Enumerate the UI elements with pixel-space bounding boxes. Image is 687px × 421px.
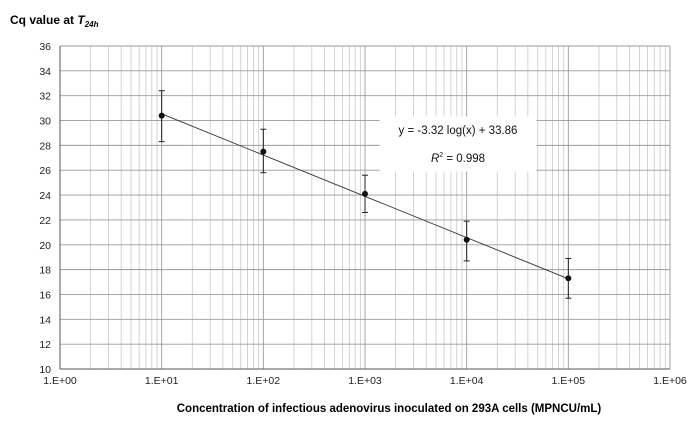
y-tick-label: 14 (39, 314, 51, 326)
data-point (565, 275, 572, 282)
y-axis-title: Cq value at T24h (10, 13, 99, 29)
data-point (260, 148, 267, 155)
y-tick-label: 22 (39, 215, 51, 227)
equation-text: y = -3.32 log(x) + 33.86 (399, 125, 518, 137)
plot-axes (59, 46, 670, 370)
r-squared-text: R2 = 0.998 (431, 152, 485, 165)
data-point (463, 236, 470, 243)
y-tick-label: 26 (39, 165, 51, 177)
y-tick-label: 12 (39, 339, 51, 351)
y-tick-label: 34 (39, 66, 51, 78)
x-tick-label: 1.E+06 (653, 375, 687, 387)
equation-box (379, 116, 537, 172)
x-tick-label: 1.E+03 (348, 375, 382, 387)
y-tick-label: 30 (39, 116, 51, 128)
y-tick-label: 28 (39, 140, 51, 152)
equation-annotation: y = -3.32 log(x) + 33.86 R2 = 0.998 (379, 116, 537, 172)
data-points (158, 90, 572, 299)
x-axis-title: Concentration of infectious adenovirus i… (177, 403, 602, 415)
plot-grid (59, 45, 671, 370)
y-tick-label: 24 (39, 190, 51, 202)
y-tick-label: 16 (39, 289, 51, 301)
x-tick-label: 1.E+04 (450, 375, 484, 387)
x-tick-label: 1.E+05 (552, 375, 586, 387)
tick-labels: 10 12 14 16 18 20 22 24 26 28 30 32 34 36 1.E+00 1.E+01… (39, 41, 687, 387)
data-point (362, 190, 368, 197)
y-tick-label: 10 (39, 364, 51, 376)
y-tick-label: 32 (39, 91, 51, 103)
y-tick-label: 20 (39, 240, 51, 252)
x-tick-label: 1.E+02 (247, 375, 281, 387)
y-tick-label: 18 (39, 265, 51, 277)
x-tick-label: 1.E+00 (43, 375, 77, 387)
data-point (158, 112, 165, 119)
x-tick-label: 1.E+01 (145, 375, 179, 387)
y-tick-label: 36 (39, 41, 51, 53)
